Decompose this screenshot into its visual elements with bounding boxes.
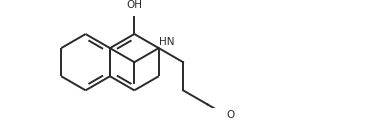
Text: O: O [227, 110, 235, 120]
Text: HN: HN [159, 37, 174, 47]
Text: OH: OH [126, 0, 142, 10]
